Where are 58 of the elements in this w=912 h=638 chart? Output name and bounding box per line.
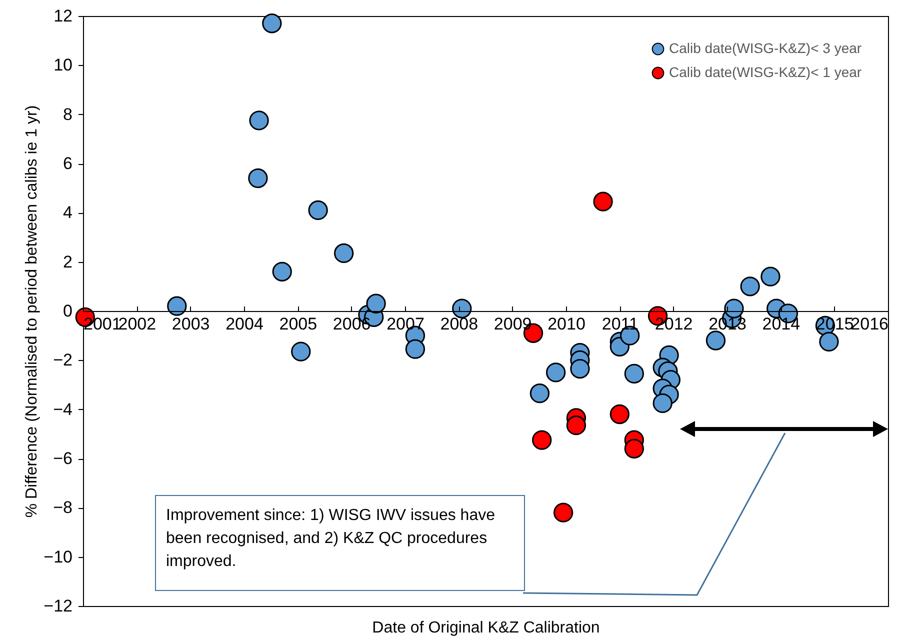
point xyxy=(553,502,574,522)
point xyxy=(566,415,586,436)
point xyxy=(405,339,426,359)
point xyxy=(624,364,644,384)
point xyxy=(610,404,630,424)
x-tick-label: 2006 xyxy=(332,314,371,334)
y-tick-label: −6 xyxy=(53,449,72,468)
x-tick-label: 2002 xyxy=(118,314,156,334)
x-tick-label: 2013 xyxy=(708,314,746,334)
point xyxy=(291,342,311,362)
point xyxy=(167,296,187,316)
y-tick-label: 4 xyxy=(63,203,72,222)
y-tick-label: 10 xyxy=(54,56,72,75)
y-tick-label: −4 xyxy=(53,400,72,419)
x-tick-label: 2004 xyxy=(226,314,264,334)
y-tick-label: −10 xyxy=(44,547,72,566)
y-tick-label: 8 xyxy=(63,104,72,124)
y-tick-label: −12 xyxy=(44,596,72,616)
x-tick-label: 2005 xyxy=(279,314,318,334)
x-tick-label: 2009 xyxy=(494,314,532,334)
point xyxy=(366,294,386,314)
x-tick-label: 2003 xyxy=(172,314,210,334)
y-tick-label: 0 xyxy=(63,302,72,320)
point xyxy=(760,266,780,286)
point xyxy=(819,332,839,352)
note-box: Improvement since: 1) WISG IWV issues have been recognised, and 2) K&Z QC procedures improved. xyxy=(155,495,525,591)
legend-label: Calib date(WISG-K&Z)< 1 year xyxy=(669,64,862,80)
x-tick-label: 2008 xyxy=(440,314,478,334)
point xyxy=(262,14,282,34)
y-tick-label: 2 xyxy=(63,252,72,272)
point xyxy=(706,330,726,350)
x-tick-label: 2012 xyxy=(654,314,693,334)
point xyxy=(724,298,744,318)
point xyxy=(248,168,268,188)
point xyxy=(546,362,566,382)
y-axis-title: % Difference (Normalised to period between calibs ie 1 yr) xyxy=(24,105,41,518)
point xyxy=(272,262,292,282)
point xyxy=(570,358,590,379)
x-tick-label: 2014 xyxy=(762,314,800,334)
x-tick-label: 2007 xyxy=(386,314,424,334)
y-tick-label: −8 xyxy=(53,498,72,518)
point xyxy=(652,393,672,414)
point xyxy=(740,276,760,296)
legend-label: Calib date(WISG-K&Z)< 3 year xyxy=(669,40,862,56)
x-tick-label: 2010 xyxy=(548,314,586,334)
point xyxy=(532,430,552,450)
x-tick-label: 2016 xyxy=(850,314,888,334)
point xyxy=(249,110,269,130)
point xyxy=(308,200,328,220)
point xyxy=(334,243,354,264)
point xyxy=(530,384,550,404)
point xyxy=(593,192,613,212)
point xyxy=(452,298,472,318)
y-tick-label: 12 xyxy=(54,6,72,26)
y-tick-label: −2 xyxy=(53,350,72,370)
y-tick-label: 6 xyxy=(63,154,72,173)
point xyxy=(624,438,644,458)
x-axis-title: Date of Original K&Z Calibration xyxy=(372,620,600,636)
